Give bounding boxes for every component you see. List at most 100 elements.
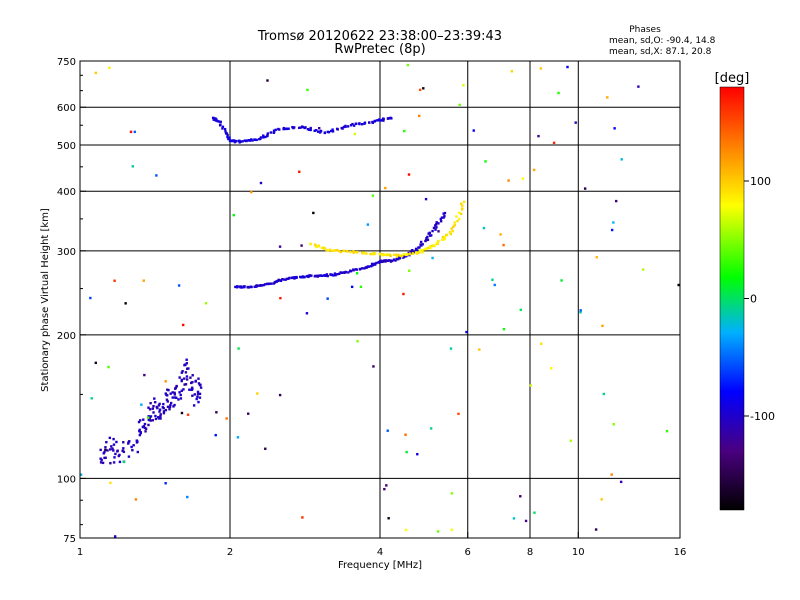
echo-point [297, 126, 301, 130]
echo-point [277, 278, 280, 282]
echo-point [313, 129, 316, 132]
echo-point [173, 391, 176, 395]
echo-point [352, 251, 355, 254]
echo-point [278, 128, 281, 131]
echo-point [191, 380, 194, 384]
echo-point [109, 448, 112, 451]
echo-point [152, 404, 155, 408]
chart-title: Tromsø 20120622 23:38:00–23:39:43 [257, 29, 502, 44]
echo-point [181, 323, 185, 327]
echo-point [282, 278, 285, 281]
echo-point [326, 249, 330, 252]
echo-point [188, 388, 191, 391]
echo-point [427, 246, 430, 250]
echo-point [389, 116, 392, 120]
y-tick-label: 600 [57, 103, 76, 114]
echo-point [256, 392, 259, 395]
echo-point [537, 134, 540, 138]
echo-point [309, 128, 312, 132]
echo-point [255, 138, 258, 142]
echo-point [419, 243, 422, 246]
echo-point [347, 271, 350, 274]
echo-point [344, 270, 348, 274]
echo-point [349, 250, 352, 254]
echo-point [99, 461, 103, 464]
echo-point [183, 383, 186, 386]
echo-point [152, 411, 155, 414]
echo-point [346, 250, 349, 253]
echo-point [136, 440, 139, 443]
echo-point [104, 448, 107, 452]
echo-point [360, 267, 364, 270]
echo-point [395, 258, 399, 261]
echo-point [426, 238, 430, 242]
echo-point [264, 283, 267, 286]
echo-point [355, 122, 358, 126]
colorbar-label: [deg] [715, 71, 750, 86]
echo-point [442, 212, 445, 215]
echo-point [185, 378, 189, 381]
echo-point [189, 376, 192, 379]
echo-point [114, 452, 117, 456]
echo-point [371, 194, 375, 197]
echo-point [557, 91, 560, 95]
echo-point [472, 129, 475, 132]
echo-point [292, 276, 295, 279]
echo-point [134, 498, 138, 501]
echo-point [429, 427, 433, 430]
echo-point [191, 394, 194, 397]
y-tick-label: 100 [57, 474, 76, 485]
echo-point [159, 413, 162, 416]
colorbar-tick-label: -100 [750, 410, 775, 423]
echo-point [196, 395, 199, 398]
y-tick-label: 750 [57, 57, 76, 68]
echo-point [395, 255, 399, 258]
echo-point [343, 271, 346, 274]
echo-point [363, 122, 366, 125]
echo-point [434, 223, 438, 226]
echo-point [600, 498, 603, 501]
echo-point [227, 137, 230, 141]
echo-point [131, 448, 134, 452]
echo-point [259, 181, 263, 185]
echo-point [109, 461, 112, 465]
y-tick-label: 400 [57, 187, 76, 198]
echo-point [108, 66, 111, 70]
echo-point [418, 114, 421, 118]
echo-point [484, 160, 487, 163]
echo-point [524, 519, 528, 523]
echo-point [325, 248, 328, 252]
echo-point [305, 275, 309, 278]
echo-point [186, 413, 190, 416]
echo-point [287, 127, 290, 130]
echo-point [402, 292, 405, 296]
echo-point [185, 367, 189, 370]
echo-point [113, 279, 116, 282]
echo-point [583, 187, 587, 190]
echo-point [221, 125, 225, 128]
echo-point [112, 443, 116, 446]
echo-point [239, 140, 242, 143]
echo-point [147, 423, 150, 427]
echo-point [158, 402, 161, 406]
echo-point [425, 237, 428, 240]
echo-point [165, 398, 169, 401]
echo-point [144, 427, 148, 430]
echo-point [197, 382, 201, 385]
echo-point [197, 400, 200, 404]
echo-point [129, 130, 133, 134]
echo-point [641, 268, 645, 271]
echo-point [367, 265, 370, 268]
echo-point [198, 396, 202, 399]
echo-point [89, 296, 92, 300]
echo-point [601, 324, 604, 328]
echo-point [171, 391, 174, 394]
echo-point [381, 117, 385, 120]
echo-point [304, 126, 307, 129]
y-axis: 75 100 200 300 400 500 600 750 [57, 57, 86, 545]
echo-point [620, 158, 623, 161]
echo-point [218, 124, 222, 127]
echo-point [90, 397, 93, 400]
echo-point [387, 517, 390, 520]
